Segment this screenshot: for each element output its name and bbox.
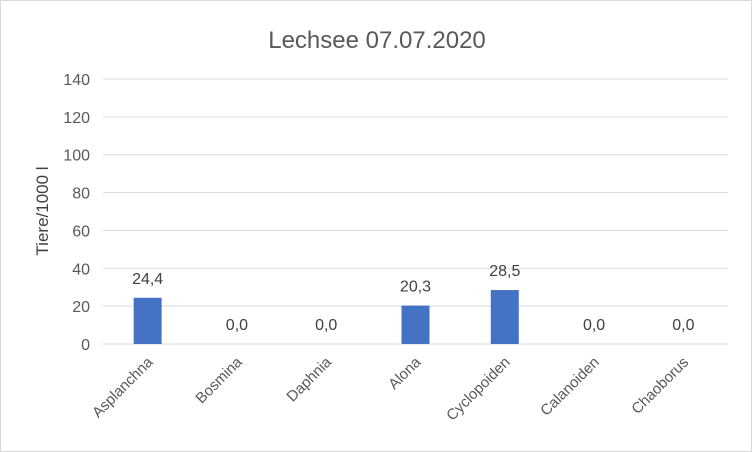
data-label-asplanchna: 24,4 — [132, 271, 163, 288]
y-tick-label: 140 — [63, 72, 90, 89]
y-tick-label: 120 — [63, 110, 90, 127]
data-label-chaoborus: 0,0 — [672, 317, 694, 334]
chart-title: Lechsee 07.07.2020 — [268, 27, 486, 54]
y-axis-ticks: 0 20 40 60 80 100 120 140 — [63, 72, 90, 354]
data-label-bosmina: 0,0 — [226, 317, 248, 334]
bars — [133, 290, 519, 344]
data-label-alona: 20,3 — [400, 279, 431, 296]
bar-alona — [401, 305, 430, 344]
x-category-chaoborus: Chaoborus — [628, 354, 692, 418]
bar-asplanchna — [133, 297, 162, 344]
data-label-cyclopoiden: 28,5 — [489, 263, 520, 280]
x-category-asplanchna: Asplanchna — [89, 353, 157, 421]
bar-cyclopoiden — [490, 290, 519, 344]
x-category-daphnia: Daphnia — [284, 353, 336, 405]
y-axis-title: Tiere/1000 l — [33, 166, 52, 255]
y-tick-label: 80 — [72, 186, 90, 203]
gridlines — [103, 78, 728, 345]
data-label-daphnia: 0,0 — [315, 317, 337, 334]
x-category-calanoiden: Calanoiden — [537, 354, 603, 420]
x-axis-categories: Asplanchna Bosmina Daphnia Alona Cyclopoiden… — [89, 353, 692, 424]
y-tick-label: 20 — [72, 299, 90, 316]
y-tick-label: 40 — [72, 261, 90, 278]
y-tick-label: 0 — [81, 337, 90, 354]
y-tick-label: 100 — [63, 148, 90, 165]
x-category-cyclopoiden: Cyclopoiden — [443, 354, 513, 424]
x-category-bosmina: Bosmina — [192, 353, 246, 407]
x-category-alona: Alona — [385, 353, 425, 393]
data-label-calanoiden: 0,0 — [583, 317, 605, 334]
y-tick-label: 60 — [72, 223, 90, 240]
data-labels: 24,4 0,0 0,0 20,3 28,5 0,0 0,0 — [132, 263, 695, 334]
